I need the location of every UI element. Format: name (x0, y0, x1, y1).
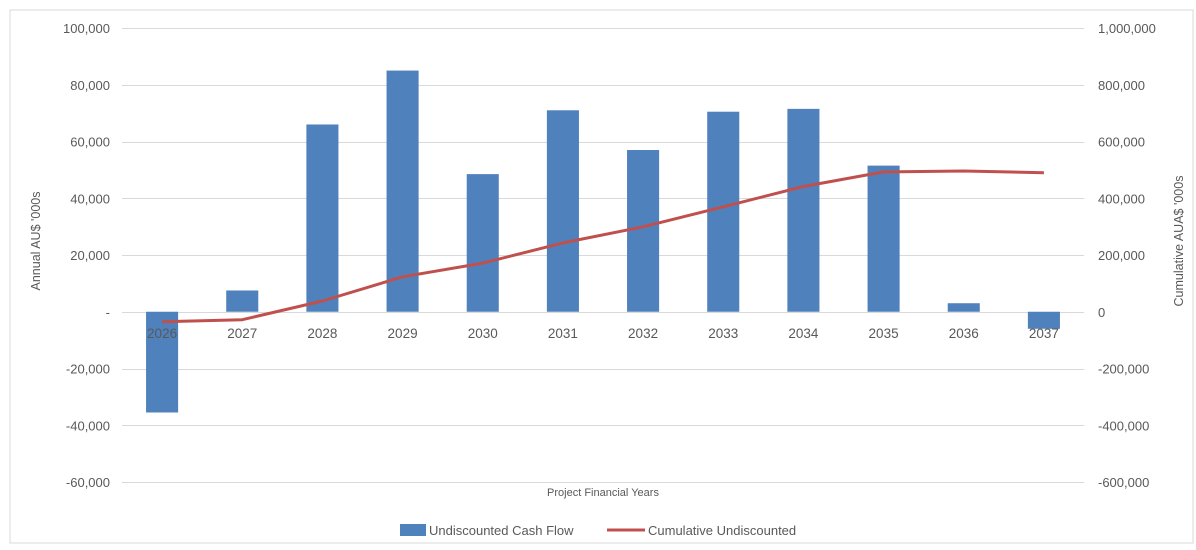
bar-2035 (867, 165, 900, 312)
y-tick-label: 60,000 (70, 135, 110, 150)
y-tick-label: 20,000 (70, 248, 110, 263)
y2-tick-label: 200,000 (1098, 248, 1145, 263)
y2-tick-label: 600,000 (1098, 135, 1145, 150)
y2-tick-labels: 1,000,000 800,000 600,000 400,000 200,000 0 -2… (1098, 21, 1156, 490)
x-tick-label: 2030 (468, 326, 498, 341)
legend-label-bar: Undiscounted Cash Flow (429, 523, 574, 538)
bar-2033 (707, 111, 740, 312)
bar-2034 (787, 108, 820, 312)
y-tick-label: 100,000 (63, 21, 110, 36)
y2-tick-label: 800,000 (1098, 78, 1145, 93)
y2-tick-label: -400,000 (1098, 418, 1149, 433)
y-tick-label: -40,000 (66, 418, 110, 433)
x-tick-label: 2029 (388, 326, 418, 341)
cumulative-line (162, 169, 1044, 324)
bar-2028 (306, 124, 339, 312)
x-tick-label: 2034 (788, 326, 819, 341)
x-tick-label: 2036 (949, 326, 979, 341)
y2-axis-label: Cumulative AUA$ '000s (1172, 176, 1186, 307)
y2-tick-label: 1,000,000 (1098, 21, 1156, 36)
x-tick-label: 2033 (708, 326, 738, 341)
x-tick-label: 2037 (1029, 326, 1059, 341)
x-axis-label: Project Financial Years (547, 487, 659, 499)
x-tick-label: 2032 (628, 326, 658, 341)
legend-swatch-bar (400, 524, 426, 536)
y2-tick-label: 400,000 (1098, 191, 1145, 206)
x-tick-label: 2028 (307, 326, 337, 341)
y-tick-label: -20,000 (66, 362, 110, 377)
bar-2029 (386, 70, 419, 312)
gridlines (122, 28, 1084, 483)
y2-tick-label: -600,000 (1098, 475, 1149, 490)
y-tick-labels: 100,000 80,000 60,000 40,000 20,000 - -20,000 -… (63, 21, 110, 490)
legend: Undiscounted Cash Flow Cumulative Undisc… (400, 523, 796, 538)
bar-2032 (627, 150, 660, 312)
y2-tick-label: 0 (1098, 305, 1105, 320)
bar-2031 (546, 110, 579, 312)
x-tick-label: 2031 (548, 326, 578, 341)
y-tick-label: -60,000 (66, 475, 110, 490)
bar-2037 (1027, 311, 1060, 329)
x-tick-labels: 2026 2027 2028 2029 2030 2031 2032 2033 2034 2035… (147, 326, 1059, 341)
y-tick-label: - (106, 305, 110, 320)
bar-2027 (226, 290, 259, 312)
y-tick-label: 40,000 (70, 191, 110, 206)
legend-label-line: Cumulative Undiscounted (648, 523, 796, 538)
y-tick-label: 80,000 (70, 78, 110, 93)
x-tick-label: 2026 (147, 326, 177, 341)
bar-series (146, 70, 1060, 413)
x-tick-label: 2035 (869, 326, 899, 341)
y2-tick-label: -200,000 (1098, 362, 1149, 377)
bar-2026 (146, 311, 179, 413)
y-axis-label: Annual AU$ '000s (29, 192, 43, 291)
x-tick-label: 2027 (227, 326, 257, 341)
bar-2030 (466, 174, 499, 312)
line-series (162, 169, 1044, 324)
chart-border (9, 9, 1194, 544)
bar-2036 (947, 303, 980, 312)
